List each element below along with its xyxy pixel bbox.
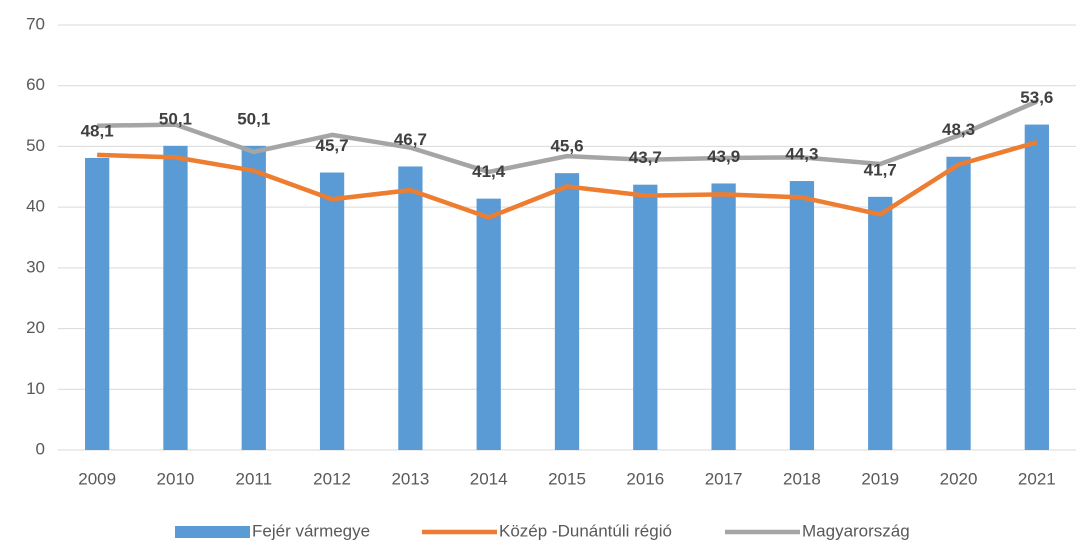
x-tick-label: 2009 xyxy=(78,469,116,488)
x-tick-label: 2011 xyxy=(235,469,272,488)
x-tick-label: 2020 xyxy=(940,469,978,488)
legend-label: Magyarország xyxy=(802,521,910,540)
x-tick-label: 2012 xyxy=(313,469,351,488)
bar xyxy=(241,145,266,451)
bar xyxy=(633,184,658,450)
data-label: 43,7 xyxy=(629,148,662,167)
bar xyxy=(711,183,736,450)
bar xyxy=(398,166,423,450)
bar xyxy=(789,181,815,451)
line xyxy=(97,140,1038,220)
legend-swatch xyxy=(175,526,250,538)
y-tick-label: 70 xyxy=(26,14,45,33)
data-label: 41,7 xyxy=(864,160,897,179)
bar xyxy=(319,172,345,451)
data-label: 45,7 xyxy=(316,136,349,155)
bar xyxy=(476,198,501,450)
y-tick-label: 0 xyxy=(36,439,45,458)
line xyxy=(97,99,1038,175)
x-tick-label: 2015 xyxy=(548,469,586,488)
data-label: 45,6 xyxy=(550,137,583,156)
data-label: 48,1 xyxy=(81,121,114,140)
y-tick-label: 60 xyxy=(26,75,45,94)
x-tick-label: 2010 xyxy=(157,469,195,488)
x-tick-label: 2014 xyxy=(470,469,508,488)
x-tick-label: 2017 xyxy=(705,469,743,488)
y-tick-label: 30 xyxy=(26,257,45,276)
y-tick-label: 40 xyxy=(26,197,45,216)
y-tick-label: 10 xyxy=(26,379,45,398)
bar xyxy=(868,196,893,450)
data-label: 53,6 xyxy=(1020,88,1053,107)
y-tick-label: 20 xyxy=(26,318,45,337)
bar xyxy=(1024,124,1049,451)
y-tick-label: 50 xyxy=(26,136,45,155)
bar xyxy=(554,173,580,450)
x-tick-label: 2013 xyxy=(391,469,429,488)
bar xyxy=(85,157,110,450)
x-tick-label: 2016 xyxy=(626,469,664,488)
data-label: 43,9 xyxy=(707,147,740,166)
data-label: 46,7 xyxy=(394,130,427,149)
x-tick-label: 2018 xyxy=(783,469,821,488)
data-label: 41,4 xyxy=(472,162,506,181)
data-label: 50,1 xyxy=(237,109,270,128)
legend-label: Közép -Dunántúli régió xyxy=(499,521,672,540)
data-label: 48,3 xyxy=(942,120,975,139)
data-label: 44,3 xyxy=(785,145,818,164)
legend-label: Fejér vármegye xyxy=(252,521,370,540)
x-tick-label: 2021 xyxy=(1018,469,1056,488)
x-tick-label: 2019 xyxy=(861,469,899,488)
bar xyxy=(163,145,188,451)
bar xyxy=(946,156,971,450)
data-label: 50,1 xyxy=(159,109,192,128)
